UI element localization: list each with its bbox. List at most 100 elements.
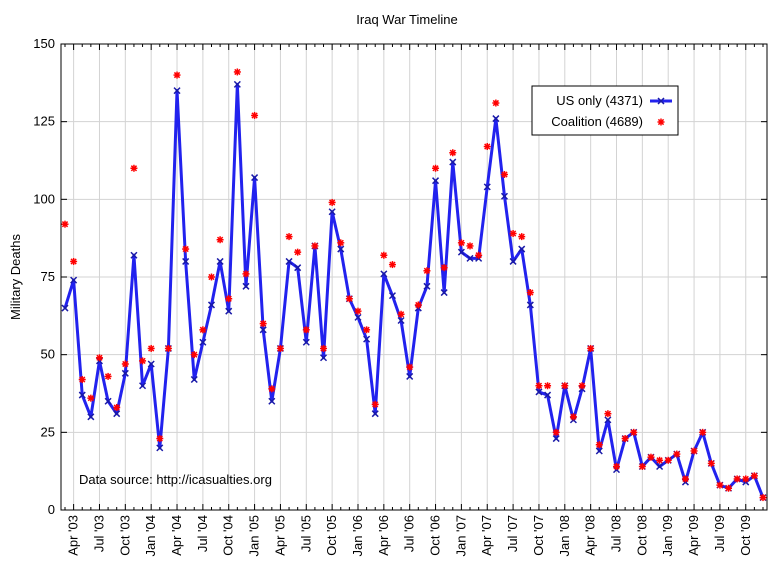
data-point-coalition [587,344,595,352]
data-point-us [182,257,190,265]
y-tick-label: 75 [41,269,55,284]
data-point-coalition [518,233,526,241]
x-tick-label: Jan '06 [350,515,365,557]
x-tick-label: Jul '03 [91,515,106,552]
data-point-coalition [164,344,172,352]
data-point-us [380,270,388,278]
x-tick-label: Oct '04 [221,515,236,556]
data-point-coalition [225,295,233,303]
x-tick-label: Apr '08 [583,515,598,556]
data-point-us [319,354,328,362]
data-point-coalition [95,354,103,362]
data-point-coalition [87,394,95,402]
data-point-coalition [535,382,543,390]
x-tick-label: Apr '05 [272,515,287,556]
x-tick-label: Jul '08 [609,515,624,552]
data-point-coalition [613,463,621,471]
legend-swatch-coalition [657,118,665,126]
data-point-coalition [259,320,267,328]
data-point-us [259,326,267,334]
data-point-coalition [716,481,724,489]
data-point-coalition [251,111,259,119]
data-point-us [354,313,362,321]
y-tick-label: 0 [48,502,55,517]
data-point-coalition [725,484,733,492]
data-point-us [449,158,457,166]
data-point-coalition [569,413,577,421]
data-point-us [233,80,241,88]
data-point-coalition [621,435,629,443]
data-point-coalition [294,248,302,256]
data-point-coalition [320,344,328,352]
legend: US only (4371) Coalition (4689) [531,85,679,136]
data-point-us [78,391,86,399]
data-point-coalition [595,441,603,449]
data-point-coalition [345,295,353,303]
data-point-us [121,369,129,377]
data-point-us [406,372,414,380]
data-point-coalition [113,403,121,411]
data-point-coalition [457,239,465,247]
data-point-us [423,282,431,290]
data-point-coalition [449,149,457,157]
data-point-coalition [199,326,207,334]
data-point-coalition [147,344,155,352]
data-point-us [492,115,500,123]
data-point-us [526,301,534,309]
data-point-coalition [276,344,284,352]
data-point-coalition [475,251,483,259]
data-point-coalition [328,198,336,206]
plot-frame [60,43,768,511]
data-point-coalition [406,363,414,371]
data-point-us [457,248,465,256]
data-point-coalition [604,410,612,418]
data-point-coalition [216,236,224,244]
data-point-coalition [742,475,750,483]
x-tick-label: Oct '07 [531,515,546,556]
data-point-us [518,245,526,253]
data-point-us [302,338,310,346]
data-point-coalition [242,270,250,278]
data-point-us [552,435,560,443]
data-point-us [294,264,302,272]
data-point-coalition [380,251,388,259]
data-point-coalition [397,310,405,318]
data-point-coalition [664,456,672,464]
x-tick-label: Jul '05 [298,515,313,552]
data-point-us [371,410,379,418]
data-point-us [268,397,276,405]
x-tick-label: Jul '04 [195,515,210,552]
data-point-us [285,257,293,265]
data-point-coalition [440,264,448,272]
y-tick-label: 50 [41,347,55,362]
data-point-us [147,360,155,368]
data-point-us [139,382,147,390]
data-point-coalition [121,360,129,368]
data-point-us [363,335,371,343]
data-point-us [509,257,517,265]
data-point-coalition [432,164,440,172]
x-tick-label: Oct '06 [428,515,443,556]
data-point-coalition [526,289,534,297]
data-point-coalition [363,326,371,334]
x-tick-label: Apr '07 [479,515,494,556]
data-point-us [656,462,664,471]
data-point-coalition [414,301,422,309]
data-source-annotation: Data source: http://icasualties.org [79,472,272,487]
data-point-coalition [500,170,508,178]
legend-label-coalition: Coalition (4689) [551,114,643,129]
data-point-coalition [104,372,112,380]
x-tick-label: Oct '08 [634,515,649,556]
data-point-coalition [690,447,698,455]
data-point-coalition [371,400,379,408]
data-point-us [70,276,78,284]
x-tick-label: Jan '07 [453,515,468,557]
data-point-us [173,87,181,95]
data-point-coalition [733,475,741,483]
data-point-us [225,307,233,315]
data-point-us [61,304,69,312]
data-point-coalition [207,273,215,281]
x-tick-label: Jul '07 [505,515,520,552]
